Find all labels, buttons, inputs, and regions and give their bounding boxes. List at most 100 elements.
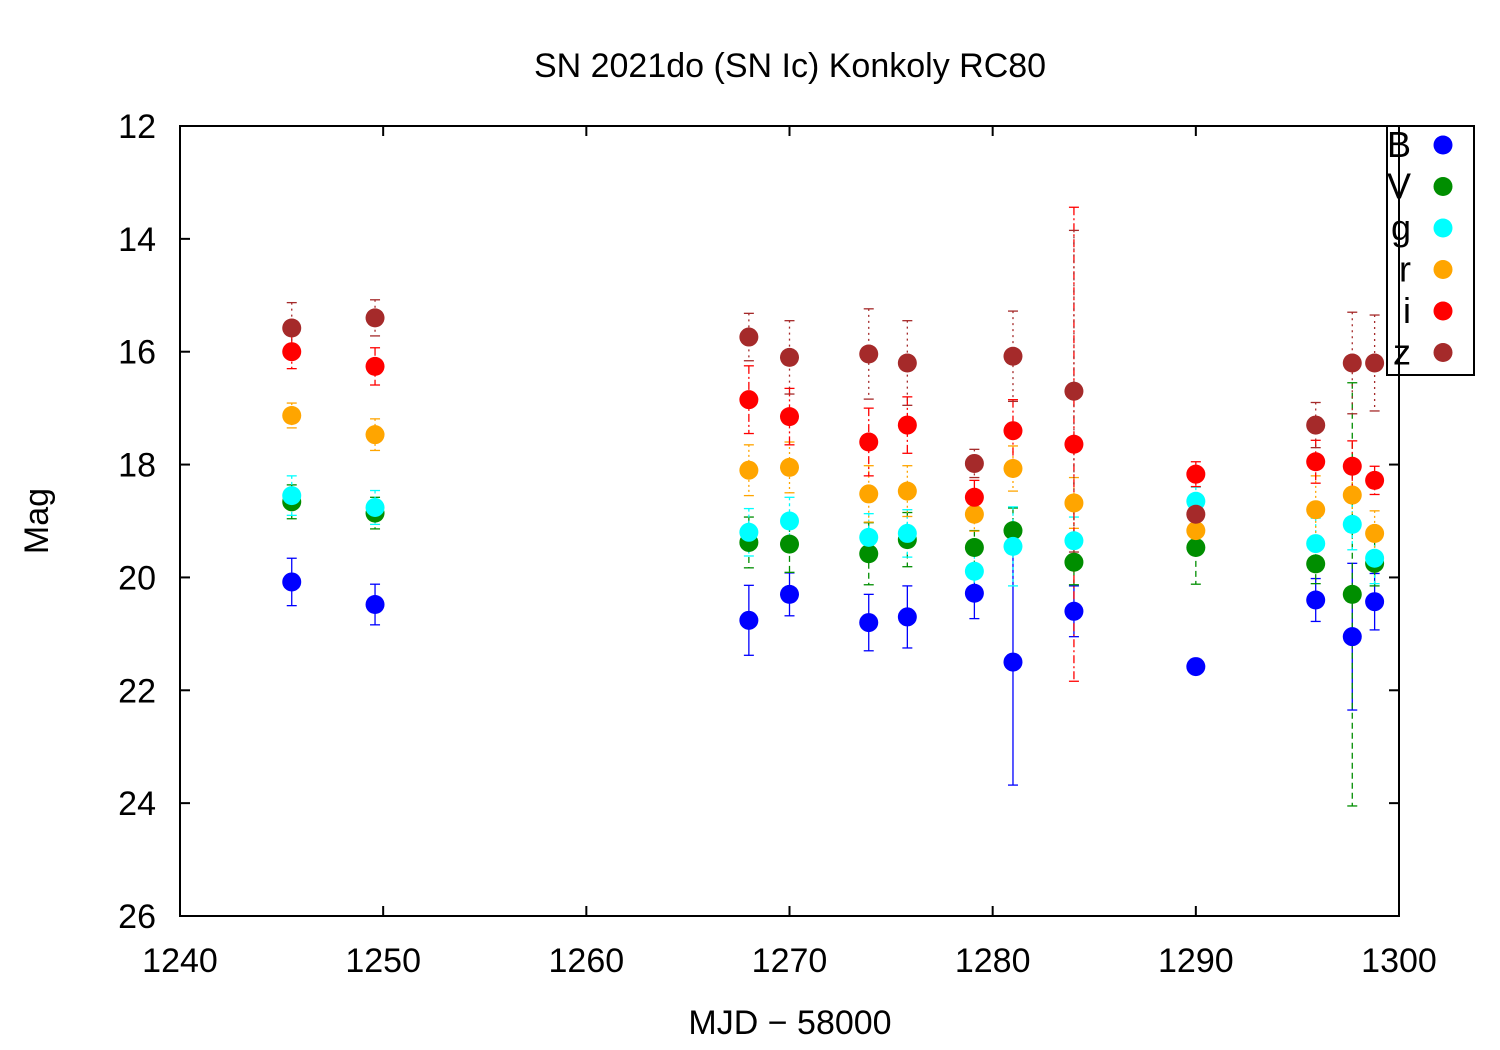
data-point	[897, 523, 917, 543]
data-point	[1003, 536, 1023, 556]
data-point	[365, 356, 385, 376]
data-point	[1186, 464, 1206, 484]
data-point	[1064, 552, 1084, 572]
data-point	[1365, 470, 1385, 490]
legend-marker	[1433, 301, 1453, 321]
y-tick-label: 26	[118, 898, 156, 936]
data-point	[1365, 353, 1385, 373]
data-point	[964, 583, 984, 603]
data-point	[739, 610, 759, 630]
plot-area: 1240 1250 1260 1270 1280 1290 1300 12 14 16 18 20 22…	[118, 108, 1437, 980]
data-point	[282, 342, 302, 362]
data-point	[859, 544, 879, 564]
data-point	[897, 607, 917, 627]
data-point	[282, 405, 302, 425]
data-point	[780, 534, 799, 554]
x-axis-label: MJD − 58000	[688, 1004, 891, 1042]
data-point	[1365, 592, 1385, 612]
data-point	[859, 344, 879, 364]
legend-marker	[1433, 177, 1453, 196]
y-tick-label: 12	[118, 108, 156, 146]
data-point	[739, 390, 759, 410]
data-point	[780, 584, 799, 604]
series-V-points	[282, 492, 1385, 604]
data-point	[1306, 534, 1326, 554]
x-tick-label: 1250	[345, 942, 421, 980]
series-i-points	[282, 342, 1385, 507]
data-point	[964, 504, 984, 524]
data-point	[859, 432, 879, 452]
data-point	[1003, 459, 1023, 479]
series-i-errorbars	[286, 206, 1380, 682]
data-point	[1064, 381, 1084, 401]
data-point	[282, 572, 302, 592]
data-point	[897, 481, 917, 501]
legend-label: r	[1399, 249, 1411, 290]
data-point	[739, 327, 759, 347]
series-g-points	[282, 486, 1385, 581]
data-point	[1186, 521, 1206, 541]
y-tick-label: 16	[118, 334, 156, 372]
data-point	[1306, 554, 1326, 574]
data-point	[365, 595, 385, 615]
data-point	[1064, 434, 1084, 454]
data-point	[859, 527, 879, 547]
chart-title: SN 2021do (SN Ic) Konkoly RC80	[534, 47, 1046, 85]
data-point	[1365, 548, 1385, 568]
data-point	[1064, 601, 1084, 621]
data-point	[1003, 421, 1023, 441]
data-point	[1186, 491, 1206, 511]
data-point	[1365, 523, 1385, 543]
data-point	[1342, 584, 1362, 604]
y-tick-label: 22	[118, 672, 156, 710]
series-z-errorbars	[286, 229, 1380, 553]
x-tick-label: 1300	[1361, 942, 1437, 980]
data-point	[780, 457, 799, 477]
data-point	[964, 561, 984, 581]
series-r-errorbars	[286, 402, 1380, 557]
series-g-errorbars	[286, 475, 1380, 594]
data-point	[1342, 485, 1362, 505]
legend-marker	[1433, 260, 1453, 279]
data-point	[1186, 538, 1206, 558]
legend-marker	[1433, 343, 1453, 362]
data-point	[365, 425, 385, 445]
x-tick-label: 1270	[752, 942, 828, 980]
data-point	[1186, 657, 1206, 677]
series-z-points	[282, 308, 1385, 524]
y-tick-label: 20	[118, 559, 156, 597]
data-point	[1306, 415, 1326, 435]
x-tick-label: 1290	[1158, 942, 1234, 980]
data-point	[1306, 590, 1326, 610]
data-point	[964, 538, 984, 558]
x-tick-label: 1240	[142, 942, 218, 980]
legend-box	[1386, 125, 1475, 376]
series-r-points	[282, 405, 1385, 543]
data-point	[897, 415, 917, 435]
series-V-errorbars	[286, 382, 1380, 807]
data-point	[1064, 531, 1084, 551]
data-point	[780, 511, 799, 531]
y-tick-label: 14	[118, 221, 156, 259]
legend-marker	[1433, 218, 1453, 238]
series-B-points	[282, 572, 1385, 677]
data-point	[1342, 456, 1362, 476]
data-point	[1342, 627, 1362, 647]
data-point	[1342, 514, 1362, 534]
data-point	[739, 522, 759, 542]
legend-label: z	[1393, 332, 1411, 373]
data-point	[1003, 652, 1023, 672]
x-tick-label: 1260	[549, 942, 625, 980]
data-point	[1186, 504, 1206, 524]
legend-label: i	[1403, 290, 1411, 331]
data-point	[365, 308, 385, 328]
data-point	[780, 347, 799, 367]
data-point	[964, 453, 984, 473]
plot-frame	[179, 125, 1400, 917]
data-point	[1306, 500, 1326, 520]
series-B-errorbars	[286, 538, 1380, 786]
data-point	[282, 486, 302, 506]
